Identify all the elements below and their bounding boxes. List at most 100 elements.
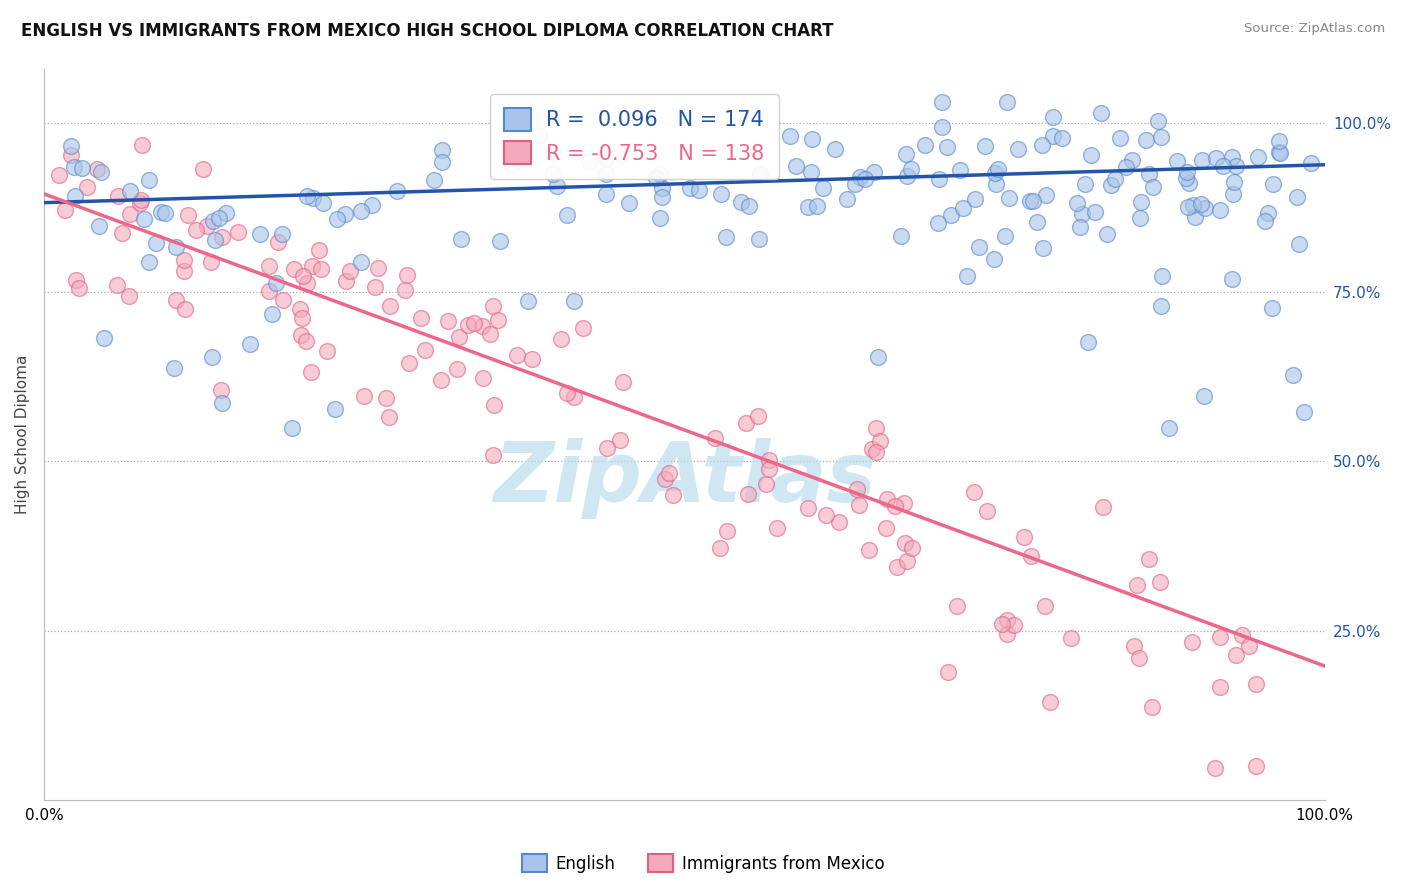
- Point: [1230, 628, 1253, 642]
- Point: [173, 252, 195, 267]
- Point: [679, 181, 702, 195]
- Point: [413, 343, 436, 357]
- Point: [931, 95, 953, 110]
- Point: [60, 139, 83, 153]
- Point: [541, 167, 564, 181]
- Point: [976, 504, 998, 518]
- Point: [1157, 420, 1180, 434]
- Point: [578, 153, 600, 168]
- Point: [1019, 549, 1042, 563]
- Point: [844, 178, 866, 192]
- Point: [1077, 334, 1099, 349]
- Text: Source: ZipAtlas.com: Source: ZipAtlas.com: [1244, 22, 1385, 36]
- Point: [1066, 196, 1088, 211]
- Point: [271, 227, 294, 241]
- Point: [1178, 176, 1201, 190]
- Point: [572, 321, 595, 335]
- Point: [1025, 215, 1047, 229]
- Point: [612, 375, 634, 389]
- Point: [1032, 241, 1054, 255]
- Point: [710, 186, 733, 201]
- Point: [747, 409, 769, 423]
- Point: [1204, 761, 1226, 775]
- Point: [394, 283, 416, 297]
- Point: [595, 151, 617, 165]
- Point: [1268, 134, 1291, 148]
- Point: [1071, 207, 1094, 221]
- Point: [63, 160, 86, 174]
- Point: [984, 178, 1007, 192]
- Point: [209, 383, 232, 397]
- Point: [876, 491, 898, 506]
- Point: [1261, 301, 1284, 315]
- Point: [271, 293, 294, 308]
- Point: [1268, 145, 1291, 159]
- Point: [883, 499, 905, 513]
- Point: [758, 462, 780, 476]
- Point: [1060, 632, 1083, 646]
- Point: [893, 536, 915, 550]
- Point: [457, 318, 479, 332]
- Point: [995, 613, 1018, 627]
- Point: [811, 181, 834, 195]
- Point: [1022, 194, 1045, 209]
- Point: [779, 129, 801, 144]
- Point: [353, 388, 375, 402]
- Point: [326, 212, 349, 227]
- Point: [350, 255, 373, 269]
- Point: [107, 189, 129, 203]
- Point: [949, 163, 972, 178]
- Point: [1069, 219, 1091, 234]
- Point: [90, 165, 112, 179]
- Point: [501, 158, 523, 172]
- Point: [704, 431, 727, 445]
- Point: [65, 272, 87, 286]
- Point: [967, 239, 990, 253]
- Point: [766, 521, 789, 535]
- Point: [1177, 200, 1199, 214]
- Point: [550, 332, 572, 346]
- Point: [986, 161, 1008, 176]
- Point: [215, 206, 238, 220]
- Point: [195, 219, 218, 234]
- Point: [1175, 165, 1198, 179]
- Point: [865, 421, 887, 435]
- Point: [138, 173, 160, 187]
- Point: [800, 165, 823, 179]
- Point: [1074, 178, 1097, 192]
- Point: [290, 301, 312, 316]
- Point: [70, 161, 93, 176]
- Point: [333, 206, 356, 220]
- Point: [1123, 639, 1146, 653]
- Point: [714, 230, 737, 244]
- Point: [688, 183, 710, 197]
- Point: [1007, 142, 1029, 156]
- Point: [471, 371, 494, 385]
- Point: [658, 466, 681, 480]
- Point: [211, 395, 233, 409]
- Point: [134, 212, 156, 227]
- Point: [430, 155, 453, 169]
- Point: [1150, 130, 1173, 145]
- Point: [555, 208, 578, 222]
- Point: [1194, 201, 1216, 215]
- Point: [76, 180, 98, 194]
- Point: [264, 277, 287, 291]
- Point: [1301, 156, 1323, 170]
- Point: [1104, 172, 1126, 186]
- Point: [295, 334, 318, 348]
- Point: [853, 172, 876, 186]
- Point: [302, 191, 325, 205]
- Point: [335, 275, 357, 289]
- Point: [1225, 648, 1247, 662]
- Point: [200, 255, 222, 269]
- Point: [797, 200, 820, 214]
- Point: [228, 225, 250, 239]
- Point: [858, 542, 880, 557]
- Point: [165, 293, 187, 307]
- Point: [1142, 179, 1164, 194]
- Point: [956, 269, 979, 284]
- Point: [997, 191, 1019, 205]
- Point: [1130, 195, 1153, 210]
- Point: [1019, 194, 1042, 209]
